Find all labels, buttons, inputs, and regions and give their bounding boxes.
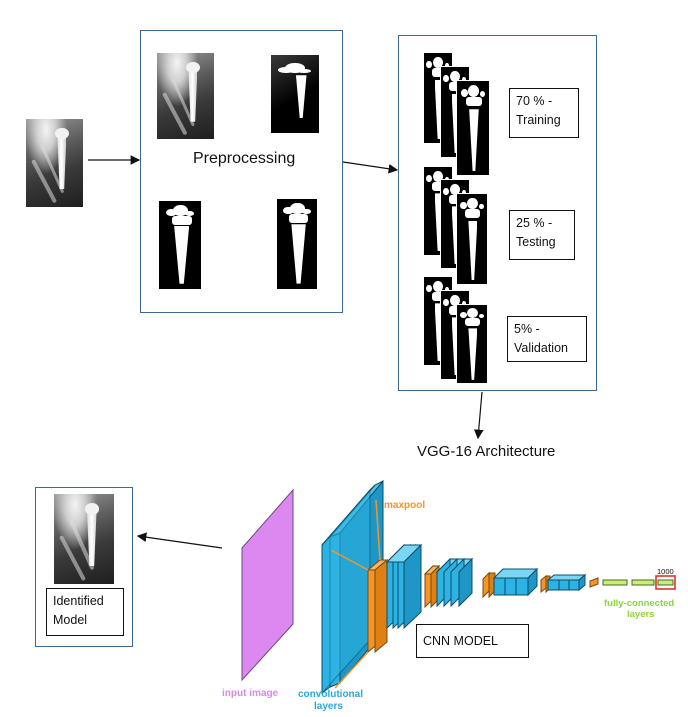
conv-layers-label-line2: layers [314, 701, 343, 712]
cnn-fully-connected-layers [602, 575, 676, 590]
vgg16-architecture-title: VGG-16 Architecture [417, 443, 556, 460]
validation-split-label: 5% - Validation [507, 316, 587, 362]
arrow-preprocessing-to-splits [342, 161, 399, 174]
cnn-conv-block-4 [492, 567, 539, 597]
identified-model-panel: Identified Model [35, 487, 133, 647]
preprocessed-xray-segmented-2 [277, 199, 317, 289]
fc-layer-3 [657, 579, 674, 586]
preprocessing-panel: Preprocessing [140, 30, 343, 313]
identified-model-label: Identified Model [46, 588, 124, 636]
preprocessed-xray-threshold [271, 55, 319, 133]
fc-layer-1 [602, 579, 628, 586]
cnn-model-label: CNN MODEL [423, 634, 499, 648]
fc-layers-label-line2: layers [627, 609, 654, 620]
preprocessed-xray-segmented-1 [159, 201, 201, 289]
cnn-maxpool-3 [482, 571, 496, 599]
output-size-label: 1000 [657, 567, 674, 576]
arrow-splits-to-vgg [473, 391, 484, 440]
cnn-maxpool-1 [330, 499, 389, 689]
cnn-model-label-box: CNN MODEL [416, 624, 529, 658]
maxpool-label: maxpool [384, 500, 425, 511]
preprocessed-xray-grayscale [157, 53, 214, 139]
data-split-panel: 70 % - Training 25 % - Testing 5% - Validat… [398, 35, 597, 391]
cnn-conv-block-5 [546, 573, 587, 592]
identified-xray-image [54, 494, 114, 584]
cnn-maxpool-5 [589, 577, 599, 588]
training-split-label: 70 % - Training [509, 88, 579, 138]
preprocessing-label: Preprocessing [193, 150, 296, 167]
cnn-input-layer [241, 488, 294, 682]
output-layer-highlight [655, 575, 676, 590]
fc-layers-label-line1: fully-connected [604, 598, 674, 609]
input-xray-image [26, 119, 83, 207]
input-image-label: input image [222, 688, 279, 699]
conv-layers-label-line1: convolutional [298, 689, 363, 700]
fc-layer-2 [631, 579, 655, 586]
cnn-conv-block-2 [385, 543, 423, 630]
arrow-cnn-to-output [136, 532, 223, 549]
cnn-conv-block-3 [435, 557, 474, 608]
testing-split-label: 25 % - Testing [509, 210, 575, 260]
